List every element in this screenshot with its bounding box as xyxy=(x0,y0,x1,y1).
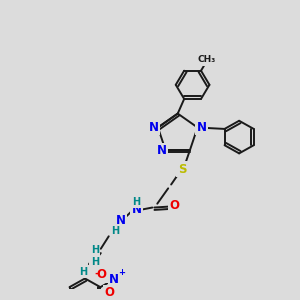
Text: S: S xyxy=(178,163,186,176)
Text: O: O xyxy=(104,286,114,299)
Text: -: - xyxy=(94,268,99,279)
Text: N: N xyxy=(109,273,119,286)
Text: N: N xyxy=(116,214,126,227)
Text: H: H xyxy=(91,245,99,255)
Text: N: N xyxy=(131,203,142,216)
Text: +: + xyxy=(118,268,125,277)
Text: H: H xyxy=(132,197,140,207)
Text: CH₃: CH₃ xyxy=(198,56,216,64)
Text: O: O xyxy=(96,268,106,281)
Text: N: N xyxy=(157,145,166,158)
Text: O: O xyxy=(169,199,179,212)
Text: H: H xyxy=(112,226,120,236)
Text: H: H xyxy=(79,267,87,277)
Text: N: N xyxy=(196,121,206,134)
Text: H: H xyxy=(91,257,99,267)
Text: N: N xyxy=(149,121,159,134)
